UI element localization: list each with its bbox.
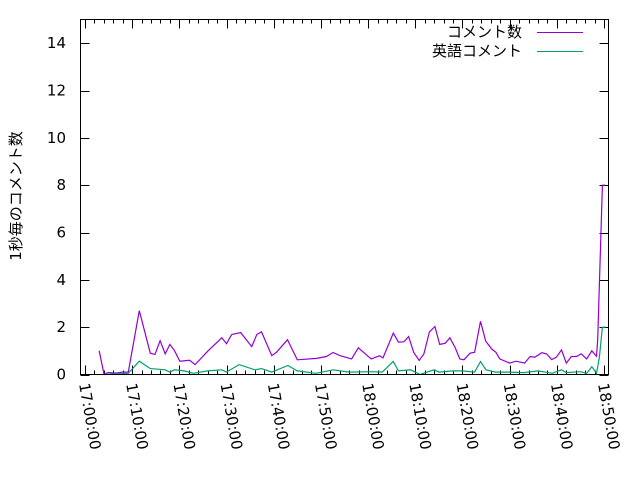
y-axis-label: 1秒毎のコメント数 bbox=[7, 131, 25, 261]
x-tick-label: 18:00:00 bbox=[358, 382, 387, 451]
legend-label-1: 英語コメント bbox=[432, 42, 522, 60]
x-tick-label: 18:10:00 bbox=[405, 382, 434, 451]
series-line-0 bbox=[98, 184, 606, 375]
y-tick-labels: 0 2 4 6 8 10 12 14 bbox=[47, 34, 66, 383]
y-tick-label: 4 bbox=[56, 271, 66, 289]
x-tick-label: 17:00:00 bbox=[75, 382, 104, 451]
x-tick-label: 17:30:00 bbox=[217, 382, 246, 451]
legend-label-0: コメント数 bbox=[447, 23, 522, 41]
y-tick-label: 12 bbox=[47, 82, 66, 100]
x-tick-label: 18:20:00 bbox=[453, 382, 482, 451]
plot-frame bbox=[80, 19, 609, 375]
x-tick-label: 18:50:00 bbox=[594, 382, 623, 451]
y-tick-label: 0 bbox=[56, 366, 66, 384]
series-lines bbox=[98, 184, 606, 376]
y-tick-label: 8 bbox=[56, 176, 66, 194]
y-tick-label: 2 bbox=[56, 318, 66, 336]
x-tick-label: 17:20:00 bbox=[169, 382, 198, 451]
y-tick-label: 14 bbox=[47, 34, 66, 52]
x-tick-label: 17:50:00 bbox=[311, 382, 340, 451]
x-tick-label: 17:10:00 bbox=[122, 382, 151, 451]
x-tick-label: 17:40:00 bbox=[264, 382, 293, 451]
y-tick-label: 6 bbox=[56, 224, 66, 242]
series-line-1 bbox=[103, 326, 606, 376]
x-tick-label: 18:40:00 bbox=[547, 382, 576, 451]
ticks bbox=[80, 19, 609, 376]
x-tick-labels: 17:00:00 17:10:00 17:20:00 17:30:00 17:40:00… bbox=[75, 382, 623, 451]
y-tick-label: 10 bbox=[47, 129, 66, 147]
legend: コメント数 英語コメント bbox=[432, 23, 583, 60]
x-tick-label: 18:30:00 bbox=[500, 382, 529, 451]
